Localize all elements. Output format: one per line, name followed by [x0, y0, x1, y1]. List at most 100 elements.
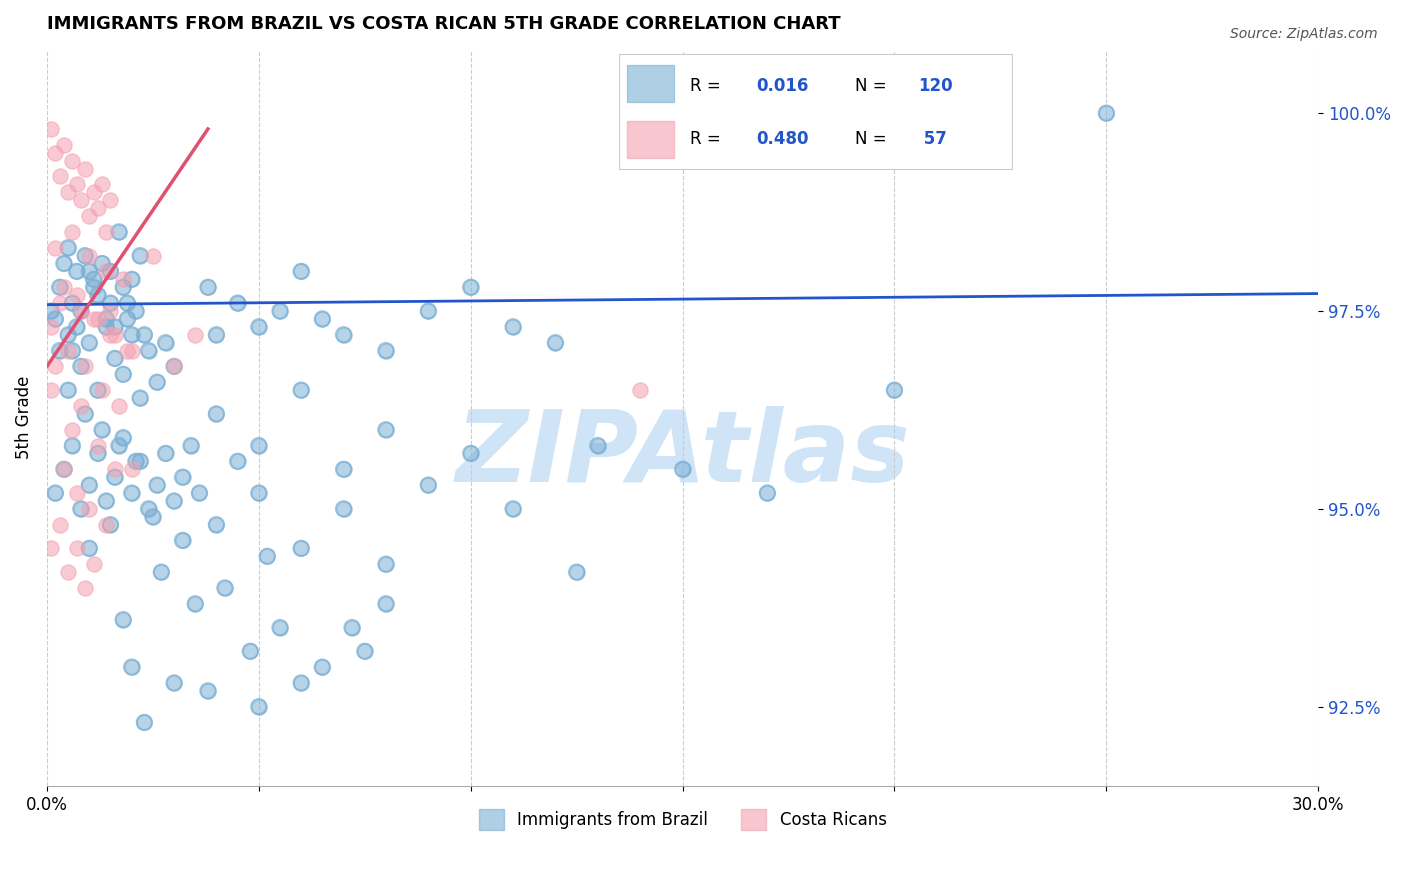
Point: [134, 327, 156, 342]
Point: [374, 343, 396, 358]
Point: [48, 296, 70, 310]
Point: [52, 256, 75, 270]
Point: [565, 565, 588, 579]
Point: [374, 597, 396, 611]
Point: [332, 501, 354, 516]
Point: [163, 359, 186, 374]
Point: [87, 446, 110, 460]
Point: [56, 383, 79, 397]
Point: [112, 613, 135, 627]
Point: [91, 256, 114, 270]
Point: [83, 272, 105, 286]
Point: [1095, 106, 1118, 120]
Point: [73, 407, 96, 421]
Point: [112, 280, 135, 294]
Point: [60, 423, 83, 437]
Point: [48, 280, 70, 294]
Point: [565, 565, 588, 579]
Point: [69, 359, 91, 374]
Point: [65, 319, 87, 334]
Point: [91, 256, 114, 270]
Point: [155, 446, 177, 460]
Point: [138, 343, 160, 358]
Point: [311, 660, 333, 674]
Y-axis label: 5th Grade: 5th Grade: [15, 376, 32, 459]
Point: [65, 486, 87, 500]
Point: [44, 312, 66, 326]
Point: [65, 264, 87, 278]
Point: [96, 225, 118, 239]
Point: [332, 462, 354, 476]
Point: [77, 264, 100, 278]
Point: [91, 423, 114, 437]
Point: [269, 620, 291, 634]
Point: [214, 581, 236, 595]
Point: [374, 558, 396, 572]
Point: [125, 454, 148, 468]
Point: [226, 454, 249, 468]
Point: [52, 462, 75, 476]
Point: [87, 383, 110, 397]
Point: [104, 351, 127, 366]
Text: R =: R =: [689, 77, 725, 95]
Point: [44, 312, 66, 326]
Point: [418, 304, 440, 318]
Point: [77, 209, 100, 223]
Point: [180, 438, 202, 452]
Point: [332, 327, 354, 342]
Point: [77, 478, 100, 492]
Point: [290, 676, 312, 690]
Point: [155, 446, 177, 460]
Point: [52, 462, 75, 476]
Point: [77, 501, 100, 516]
Point: [104, 470, 127, 484]
Point: [418, 478, 440, 492]
Text: Source: ZipAtlas.com: Source: ZipAtlas.com: [1230, 27, 1378, 41]
Point: [172, 533, 194, 548]
Point: [87, 383, 110, 397]
Point: [247, 486, 270, 500]
Point: [205, 407, 228, 421]
Point: [73, 359, 96, 374]
Point: [138, 501, 160, 516]
Point: [180, 438, 202, 452]
Point: [87, 288, 110, 302]
Point: [60, 343, 83, 358]
Point: [108, 399, 131, 413]
Point: [48, 517, 70, 532]
Point: [155, 335, 177, 350]
Point: [100, 193, 122, 207]
Point: [69, 304, 91, 318]
Point: [91, 178, 114, 192]
Point: [56, 565, 79, 579]
Point: [163, 359, 186, 374]
Point: [374, 597, 396, 611]
Point: [60, 343, 83, 358]
Point: [125, 304, 148, 318]
Point: [226, 454, 249, 468]
Point: [311, 312, 333, 326]
Point: [39, 122, 62, 136]
Point: [197, 683, 219, 698]
Point: [172, 470, 194, 484]
Point: [226, 296, 249, 310]
Point: [142, 249, 165, 263]
Point: [332, 462, 354, 476]
Point: [184, 597, 207, 611]
Point: [205, 407, 228, 421]
Point: [112, 368, 135, 382]
Point: [121, 660, 143, 674]
Point: [290, 383, 312, 397]
Point: [628, 383, 651, 397]
Point: [44, 359, 66, 374]
Point: [83, 186, 105, 200]
Point: [44, 486, 66, 500]
Point: [39, 383, 62, 397]
Point: [142, 509, 165, 524]
Point: [91, 423, 114, 437]
Point: [247, 438, 270, 452]
Point: [129, 391, 152, 405]
Point: [39, 304, 62, 318]
Point: [87, 438, 110, 452]
Point: [83, 312, 105, 326]
